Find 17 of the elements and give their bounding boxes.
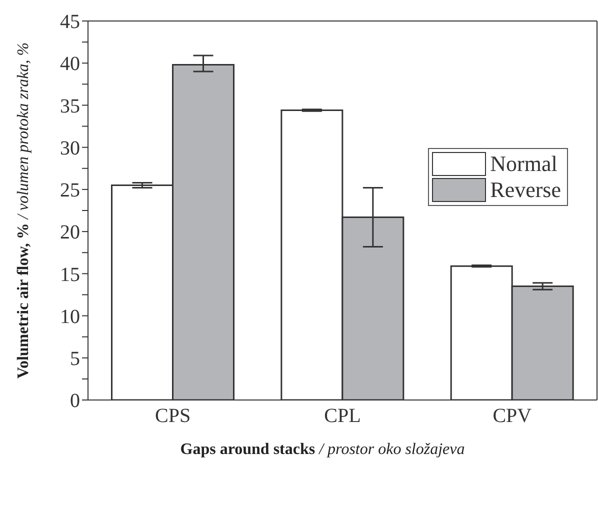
x-axis-title: Gaps around stacks / prostor oko složajeva <box>180 441 465 458</box>
legend-label: Reverse <box>490 177 561 203</box>
y-tick-label: 40 <box>60 53 80 76</box>
y-tick-label: 25 <box>60 180 80 202</box>
x-tick-label: CPS <box>155 405 191 428</box>
y-tick-label: 30 <box>60 137 80 160</box>
y-tick-label: 0 <box>70 390 80 412</box>
legend-label: Normal <box>490 151 558 177</box>
y-tick-label: 45 <box>60 11 80 34</box>
y-tick-label: 20 <box>60 222 80 244</box>
y-tick-label: 15 <box>60 264 80 286</box>
x-tick-label: CPL <box>324 405 361 428</box>
x-tick-label: CPV <box>492 405 532 428</box>
y-axis-title: Volumetric air flow, % / volumen protoka zraka, % <box>15 42 32 379</box>
y-tick-label: 10 <box>60 306 80 328</box>
y-tick-label: 5 <box>70 348 80 370</box>
y-tick-label: 35 <box>60 95 80 118</box>
